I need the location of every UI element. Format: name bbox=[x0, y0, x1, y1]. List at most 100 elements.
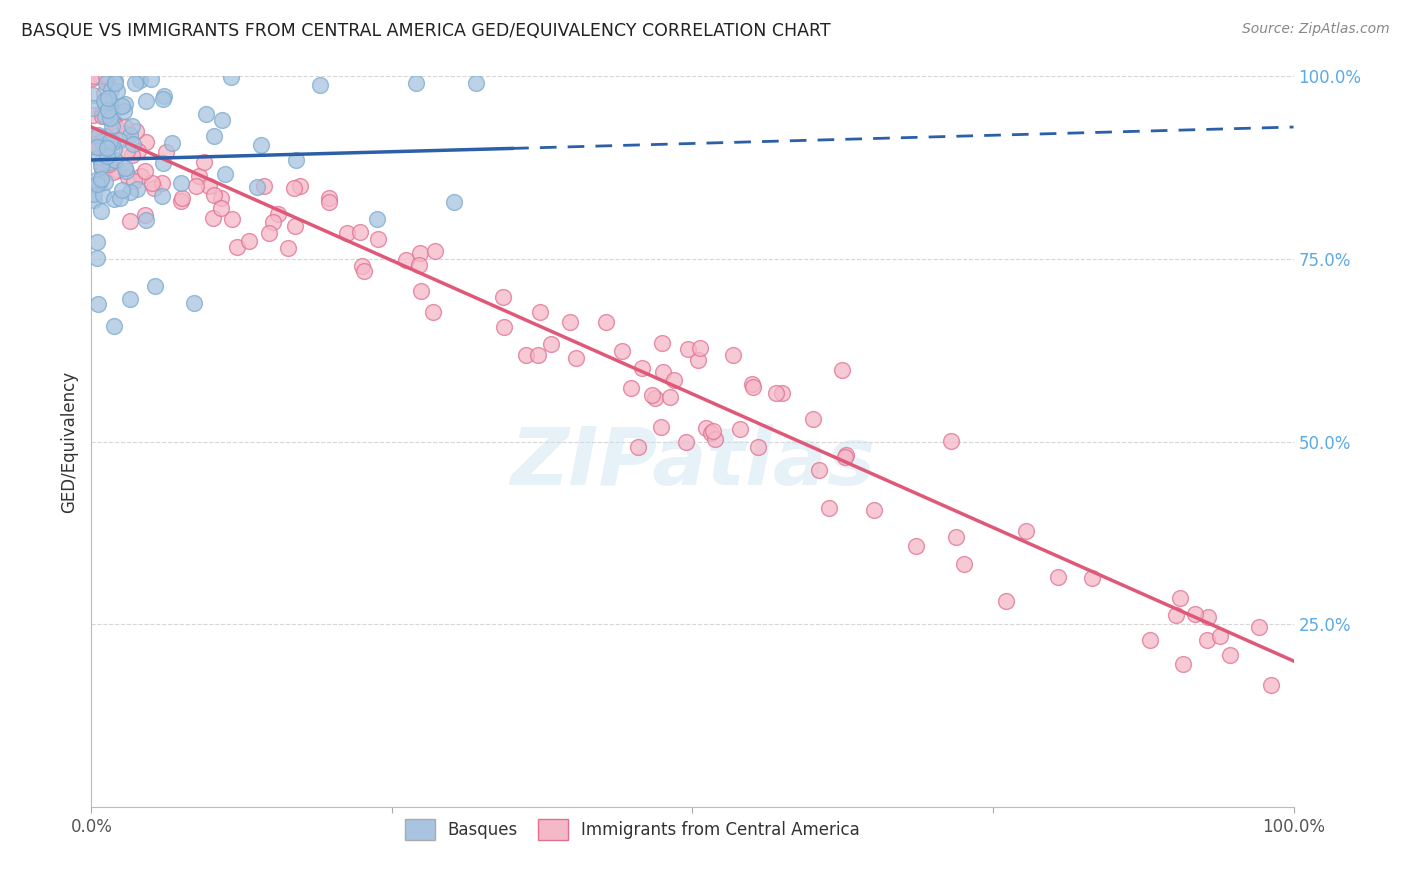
Point bbox=[90, 140, 112, 154]
Point bbox=[98, 94, 121, 108]
Point bbox=[651, 336, 673, 351]
Point bbox=[103, 142, 125, 156]
Point bbox=[103, 192, 125, 206]
Point bbox=[318, 195, 340, 210]
Point bbox=[211, 113, 233, 128]
Point bbox=[83, 133, 105, 147]
Point bbox=[620, 381, 643, 395]
Point bbox=[863, 502, 886, 516]
Point bbox=[105, 84, 128, 98]
Point bbox=[443, 195, 465, 210]
Point bbox=[93, 94, 115, 108]
Point bbox=[121, 148, 143, 162]
Point bbox=[152, 92, 174, 106]
Point bbox=[86, 140, 108, 154]
Point bbox=[747, 440, 769, 454]
Point bbox=[262, 215, 284, 229]
Point bbox=[90, 159, 112, 173]
Point bbox=[82, 128, 104, 143]
Point bbox=[111, 98, 134, 112]
Point bbox=[120, 292, 142, 306]
Point bbox=[675, 434, 697, 449]
Point bbox=[422, 305, 444, 319]
Point bbox=[103, 319, 125, 334]
Point bbox=[700, 425, 723, 440]
Point bbox=[96, 129, 118, 144]
Point bbox=[193, 154, 215, 169]
Point bbox=[678, 342, 700, 356]
Point bbox=[1197, 610, 1219, 624]
Point bbox=[1260, 678, 1282, 692]
Point bbox=[87, 128, 110, 143]
Point bbox=[284, 219, 307, 233]
Point bbox=[114, 126, 136, 140]
Point bbox=[94, 96, 117, 111]
Point bbox=[818, 500, 841, 515]
Point bbox=[117, 170, 139, 185]
Point bbox=[526, 348, 548, 362]
Text: Source: ZipAtlas.com: Source: ZipAtlas.com bbox=[1241, 22, 1389, 37]
Point bbox=[90, 172, 112, 186]
Point bbox=[90, 203, 112, 218]
Point bbox=[770, 386, 793, 401]
Point bbox=[82, 87, 104, 102]
Point bbox=[129, 169, 152, 183]
Point bbox=[83, 186, 105, 201]
Point bbox=[86, 235, 108, 250]
Point bbox=[801, 412, 824, 426]
Point bbox=[100, 83, 122, 97]
Point bbox=[103, 164, 125, 178]
Point bbox=[558, 315, 581, 329]
Point bbox=[183, 296, 205, 310]
Point bbox=[111, 183, 134, 197]
Point bbox=[118, 214, 141, 228]
Point bbox=[118, 185, 141, 199]
Point bbox=[94, 109, 117, 123]
Point bbox=[650, 420, 672, 434]
Point bbox=[253, 178, 276, 193]
Point bbox=[702, 424, 724, 438]
Point bbox=[97, 103, 120, 117]
Point bbox=[288, 178, 311, 193]
Point bbox=[98, 154, 121, 169]
Point bbox=[101, 114, 124, 128]
Point bbox=[1015, 524, 1038, 539]
Point bbox=[662, 373, 685, 387]
Point bbox=[170, 176, 193, 190]
Point bbox=[405, 76, 427, 90]
Point bbox=[309, 78, 332, 92]
Point bbox=[366, 211, 388, 226]
Point bbox=[209, 191, 232, 205]
Point bbox=[257, 226, 280, 240]
Point bbox=[765, 385, 787, 400]
Point bbox=[104, 76, 127, 90]
Point bbox=[1195, 632, 1218, 647]
Point bbox=[423, 244, 446, 259]
Point bbox=[94, 143, 117, 157]
Point bbox=[94, 175, 117, 189]
Point bbox=[82, 132, 104, 146]
Point bbox=[87, 296, 110, 310]
Point bbox=[152, 156, 174, 170]
Point bbox=[411, 284, 433, 298]
Point bbox=[529, 305, 551, 319]
Point bbox=[689, 341, 711, 355]
Point bbox=[352, 259, 374, 273]
Point bbox=[658, 390, 681, 404]
Point bbox=[492, 290, 515, 304]
Point bbox=[100, 136, 122, 150]
Point bbox=[150, 189, 173, 203]
Point bbox=[104, 153, 127, 167]
Point bbox=[353, 264, 375, 278]
Point bbox=[318, 191, 340, 205]
Point bbox=[202, 128, 225, 143]
Point bbox=[141, 72, 163, 87]
Point bbox=[90, 106, 112, 120]
Point bbox=[82, 129, 104, 144]
Point bbox=[101, 108, 124, 122]
Point bbox=[409, 245, 432, 260]
Point bbox=[651, 365, 673, 379]
Point bbox=[184, 178, 207, 193]
Point bbox=[686, 353, 709, 368]
Point bbox=[187, 169, 209, 183]
